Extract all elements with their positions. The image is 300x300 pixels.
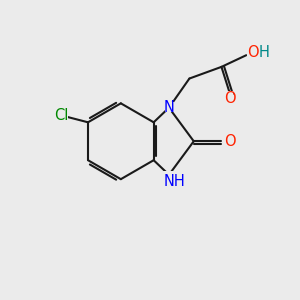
Text: NH: NH [163, 174, 185, 189]
Bar [165, 103, 174, 112]
Text: O: O [224, 91, 236, 106]
Bar [224, 92, 233, 101]
Bar [223, 136, 233, 146]
Bar [163, 171, 176, 180]
Bar [53, 112, 68, 120]
Text: H: H [258, 45, 269, 60]
Text: Cl: Cl [54, 108, 69, 123]
Text: O: O [224, 134, 236, 149]
Bar [247, 49, 262, 58]
Text: O: O [247, 45, 259, 60]
Text: N: N [164, 100, 175, 115]
